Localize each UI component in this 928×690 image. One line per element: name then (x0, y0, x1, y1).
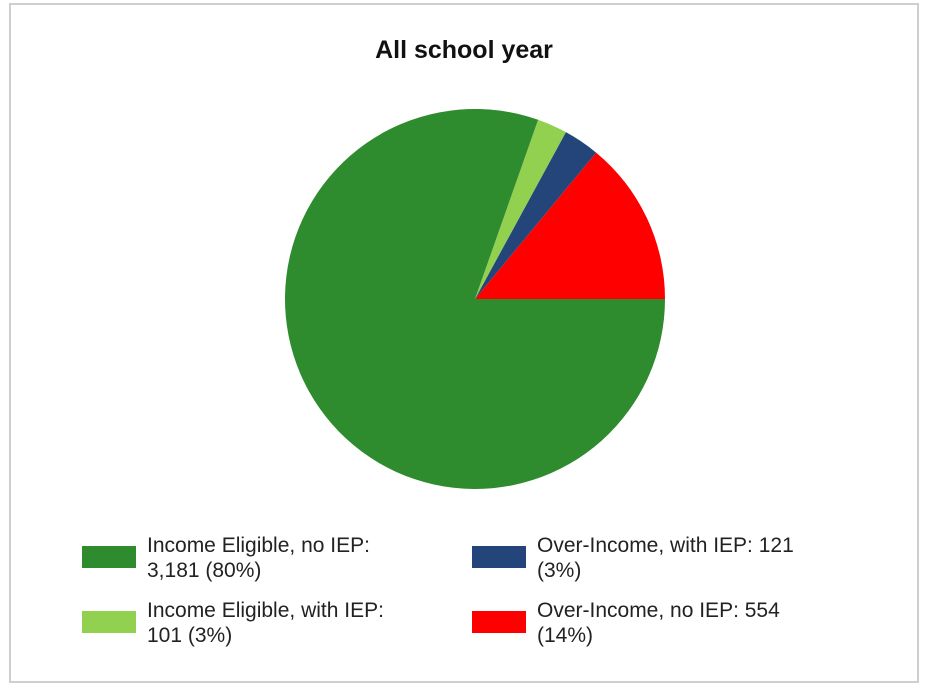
legend-label-line: Income Eligible, with IEP: (147, 599, 384, 622)
legend-label-income-eligible-with-iep: Income Eligible, with IEP: 101 (3%) (147, 598, 384, 648)
legend-swatch-income-eligible-no-iep (82, 546, 136, 568)
legend-label-line: (14%) (537, 624, 594, 647)
legend-label-line: Over-Income, no IEP: 554 (537, 599, 780, 622)
pie-slice-over-income-with-iep (475, 132, 597, 299)
legend-label-line: Income Eligible, no IEP: (147, 534, 370, 557)
legend-item-income-eligible-no-iep: Income Eligible, no IEP: 3,181 (80%) (82, 533, 370, 583)
legend-swatch-over-income-with-iep (472, 546, 526, 568)
legend-label-over-income-no-iep: Over-Income, no IEP: 554 (14%) (537, 598, 780, 648)
legend-label-line: 101 (3%) (147, 624, 233, 647)
legend-item-income-eligible-with-iep: Income Eligible, with IEP: 101 (3%) (82, 598, 384, 648)
legend-label-line: Over-Income, with IEP: 121 (537, 534, 794, 557)
pie-slice-income-eligible-with-iep (475, 119, 566, 299)
legend-label-income-eligible-no-iep: Income Eligible, no IEP: 3,181 (80%) (147, 533, 370, 583)
pie-slice-over-income-no-iep (475, 152, 665, 299)
legend-item-over-income-no-iep: Over-Income, no IEP: 554 (14%) (472, 598, 780, 648)
legend-swatch-over-income-no-iep (472, 611, 526, 633)
legend-label-over-income-with-iep: Over-Income, with IEP: 121 (3%) (537, 533, 794, 583)
legend-label-line: 3,181 (80%) (147, 559, 262, 582)
pie-slice-income-eligible-no-iep (285, 109, 665, 490)
legend-label-line: (3%) (537, 559, 582, 582)
legend-swatch-income-eligible-with-iep (82, 611, 136, 633)
chart-title: All school year (375, 36, 553, 64)
legend-item-over-income-with-iep: Over-Income, with IEP: 121 (3%) (472, 533, 794, 583)
